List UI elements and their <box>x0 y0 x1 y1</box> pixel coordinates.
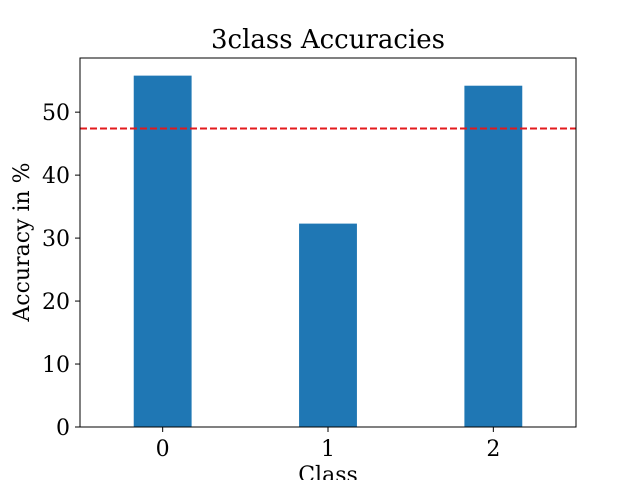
y-axis-label: Accuracy in % <box>10 162 35 322</box>
chart-title: 3class Accuracies <box>211 25 445 55</box>
bar-1 <box>299 223 357 427</box>
y-tick-label: 40 <box>42 164 70 189</box>
x-tick-label: 2 <box>486 437 500 462</box>
y-tick-label: 10 <box>42 353 70 378</box>
x-tick-label: 0 <box>156 437 170 462</box>
y-axis-ticks: 0 10 20 30 40 50 <box>42 101 80 441</box>
y-tick-label: 50 <box>42 101 70 126</box>
x-axis-ticks: 0 1 2 <box>156 427 500 462</box>
x-tick-label: 1 <box>321 437 335 462</box>
bars-group <box>133 75 523 427</box>
bar-0 <box>133 75 192 427</box>
x-axis-label: Class <box>298 463 358 480</box>
bar-2 <box>464 85 523 427</box>
y-tick-label: 20 <box>42 290 70 315</box>
y-tick-label: 0 <box>56 416 70 441</box>
y-tick-label: 30 <box>42 227 70 252</box>
